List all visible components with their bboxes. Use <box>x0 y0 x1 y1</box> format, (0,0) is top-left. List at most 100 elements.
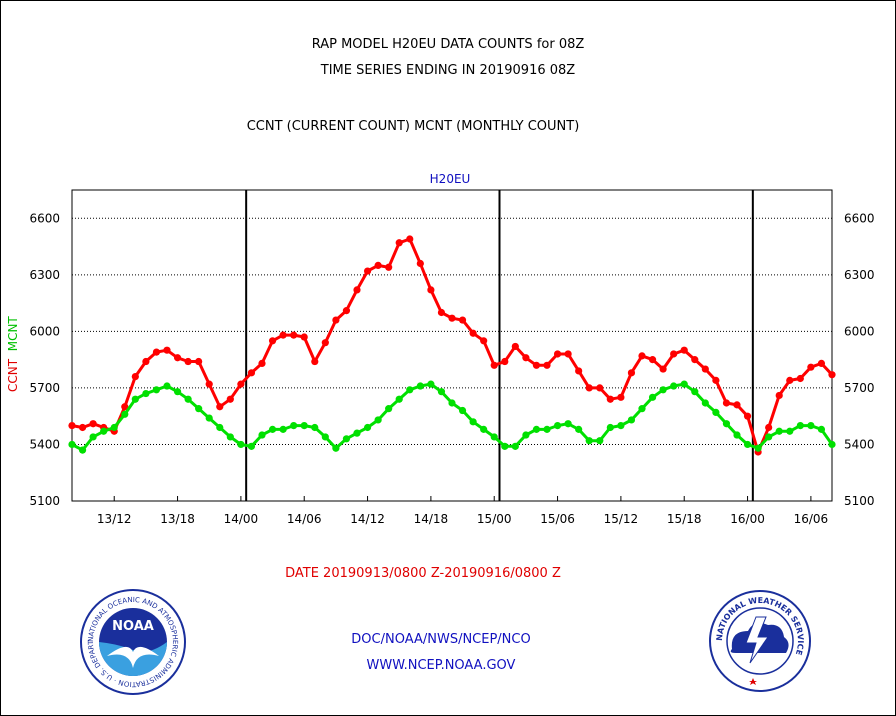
y-axis-ticks: 5100 5100 5400 5400 5700 5700 6000 6000 6300 6300… <box>29 211 874 508</box>
data-point-mcnt <box>216 423 224 432</box>
data-point-mcnt <box>226 433 234 441</box>
data-point-ccnt <box>184 357 192 366</box>
data-point-ccnt <box>131 373 139 381</box>
data-point-ccnt <box>416 259 424 268</box>
data-point-ccnt <box>332 316 340 324</box>
data-point-mcnt <box>173 388 182 396</box>
data-point-mcnt <box>448 399 456 407</box>
x-tick-label: 16/00 <box>730 512 765 526</box>
data-point-mcnt <box>596 437 604 445</box>
data-point-mcnt <box>617 422 625 430</box>
data-point-mcnt <box>363 423 372 432</box>
x-tick-label: 16/06 <box>794 512 829 526</box>
data-point-mcnt <box>437 388 446 396</box>
data-point-ccnt <box>575 367 583 375</box>
data-point-ccnt <box>163 346 171 354</box>
data-point-mcnt <box>353 429 361 437</box>
data-point-mcnt <box>342 435 351 443</box>
data-point-ccnt <box>733 401 741 409</box>
data-point-mcnt <box>163 382 171 390</box>
data-point-mcnt <box>670 382 678 390</box>
data-point-ccnt <box>553 350 562 358</box>
data-point-ccnt <box>817 359 826 368</box>
data-point-ccnt <box>712 376 720 384</box>
data-point-ccnt <box>522 354 530 362</box>
data-point-ccnt <box>807 363 815 371</box>
data-point-ccnt <box>300 333 308 341</box>
data-point-mcnt <box>638 405 646 413</box>
data-point-mcnt <box>680 380 688 388</box>
data-point-ccnt <box>501 357 509 366</box>
data-point-mcnt <box>712 408 720 417</box>
data-point-ccnt <box>237 380 245 388</box>
data-point-ccnt <box>627 369 636 377</box>
data-point-mcnt <box>543 425 551 433</box>
x-tick-label: 13/18 <box>160 512 195 526</box>
series-line-mcnt <box>71 382 834 452</box>
x-tick-label: 14/12 <box>350 512 385 526</box>
data-point-mcnt <box>564 420 572 428</box>
data-point-mcnt <box>395 395 403 403</box>
data-point-ccnt <box>511 342 519 351</box>
data-point-ccnt <box>121 403 129 411</box>
gridlines <box>72 217 832 445</box>
data-point-ccnt <box>258 359 266 368</box>
day-dividers <box>245 190 754 501</box>
data-point-mcnt <box>480 425 488 433</box>
data-point-ccnt <box>722 399 731 407</box>
x-axis-ticks: 13/12 13/18 14/00 14/06 14/12 14/18 15/00 15/06… <box>97 496 828 526</box>
x-tick-label: 15/12 <box>604 512 639 526</box>
x-tick-label: 14/00 <box>224 512 259 526</box>
series-line-ccnt <box>71 237 834 454</box>
data-point-ccnt <box>216 403 224 411</box>
data-point-ccnt <box>828 371 836 379</box>
data-point-mcnt <box>258 431 266 439</box>
data-point-ccnt <box>480 337 488 345</box>
data-point-ccnt <box>311 357 319 366</box>
data-point-ccnt <box>385 263 393 271</box>
data-point-ccnt <box>564 350 572 358</box>
x-tick-label: 15/06 <box>540 512 575 526</box>
website-label: WWW.NCEP.NOAA.GOV <box>366 658 516 673</box>
chart-title-line2: TIME SERIES ENDING IN 20190916 08Z <box>320 63 576 78</box>
data-point-ccnt <box>268 337 277 345</box>
data-point-mcnt <box>332 444 340 452</box>
data-point-mcnt <box>575 425 583 433</box>
y-tick-label-right: 6000 <box>844 324 875 338</box>
data-point-mcnt <box>131 395 139 403</box>
data-point-mcnt <box>786 427 794 435</box>
data-point-mcnt <box>247 442 256 450</box>
data-point-mcnt <box>100 427 108 435</box>
data-point-ccnt <box>765 423 773 432</box>
data-point-ccnt <box>152 348 161 356</box>
y-tick-label-left: 6000 <box>29 324 60 338</box>
data-point-mcnt <box>152 386 161 394</box>
chart-title-line1: RAP MODEL H20EU DATA COUNTS for 08Z <box>311 37 585 52</box>
org-label: DOC/NOAA/NWS/NCEP/NCO <box>351 632 531 647</box>
y-tick-label-left: 6600 <box>29 211 60 225</box>
data-point-mcnt <box>89 433 97 441</box>
data-point-mcnt <box>416 382 424 390</box>
data-point-mcnt <box>374 416 382 424</box>
data-point-ccnt <box>469 329 477 337</box>
data-point-mcnt <box>321 433 329 441</box>
data-point-ccnt <box>786 376 794 384</box>
data-point-mcnt <box>268 425 277 433</box>
noaa-logo: NATIONAL OCEANIC AND ATMOSPHERIC ADMINIS… <box>80 589 186 695</box>
x-tick-label: 15/00 <box>477 512 512 526</box>
plot-area <box>71 189 833 502</box>
data-point-mcnt <box>733 431 741 439</box>
data-point-mcnt <box>311 423 319 432</box>
data-point-mcnt <box>78 446 87 454</box>
data-point-mcnt <box>606 423 614 432</box>
y-tick-label-right: 6600 <box>844 211 875 225</box>
data-point-mcnt <box>501 442 509 450</box>
data-point-mcnt <box>469 418 477 426</box>
data-point-mcnt <box>701 399 709 407</box>
data-point-ccnt <box>89 420 97 428</box>
data-point-ccnt <box>458 316 467 324</box>
data-point-mcnt <box>142 389 150 398</box>
data-point-mcnt <box>553 422 562 430</box>
data-point-ccnt <box>427 286 435 294</box>
